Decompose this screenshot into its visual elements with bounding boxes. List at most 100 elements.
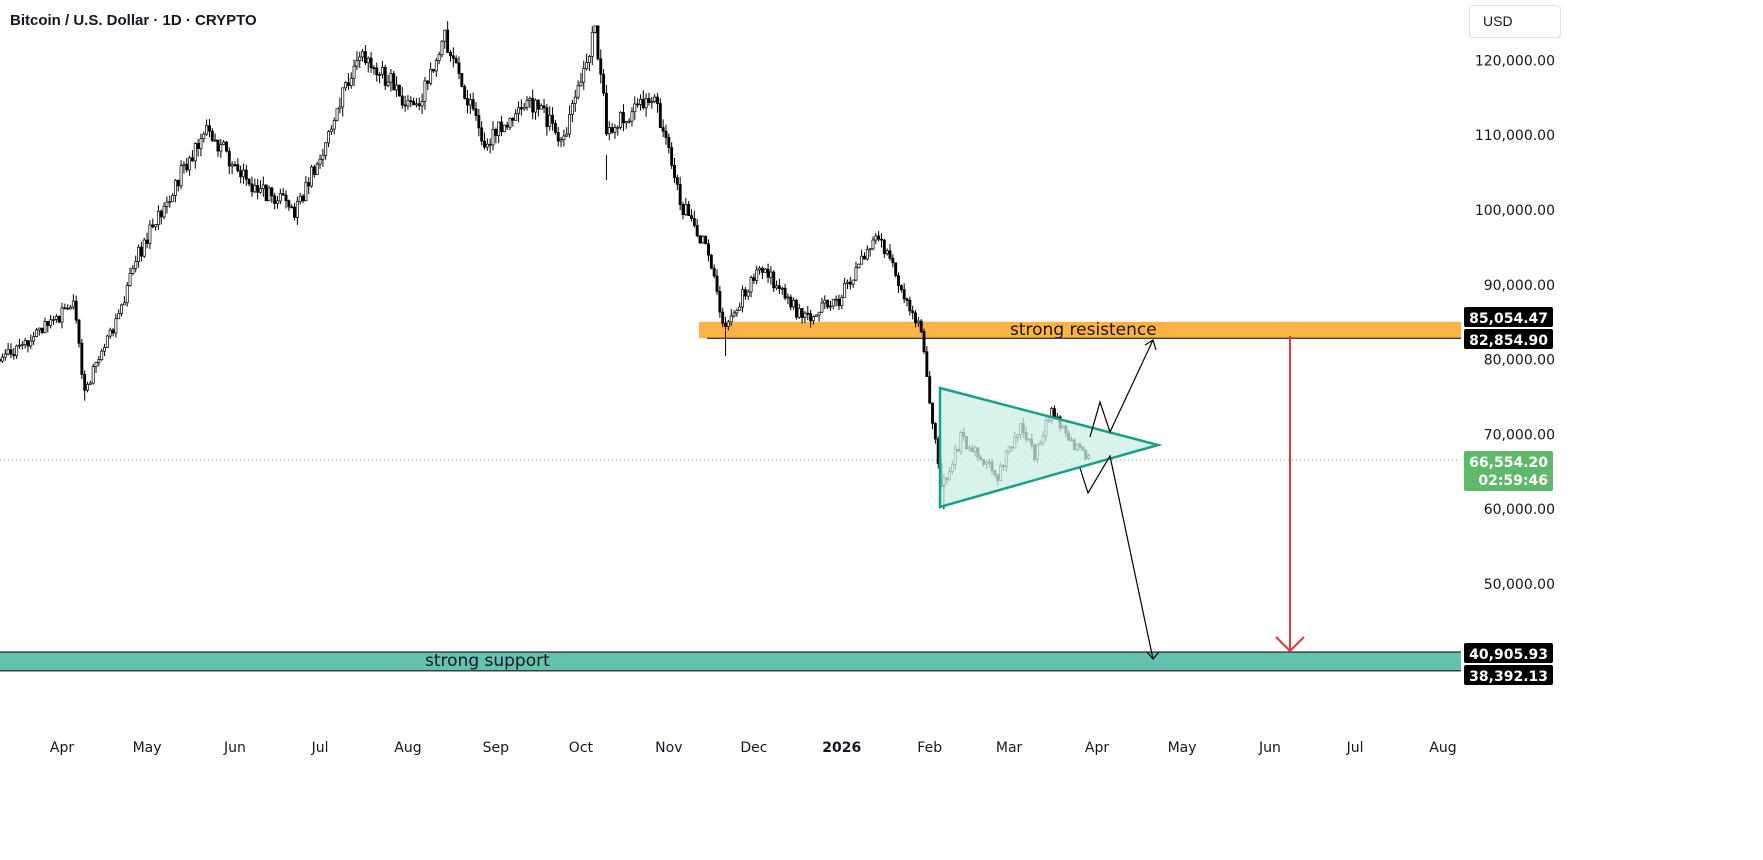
x-tick-label: Sep (483, 740, 510, 756)
candle-body (227, 150, 231, 167)
candle-body (392, 73, 396, 91)
candle-body (165, 201, 169, 207)
candle-body (576, 85, 580, 98)
candle-body (250, 183, 254, 193)
candle-body (783, 287, 787, 299)
candle-body (43, 321, 47, 333)
candle-body (466, 98, 469, 106)
candle-body (644, 98, 648, 109)
candle-body (6, 349, 10, 355)
candle-body (54, 316, 58, 320)
current-price-label (1464, 451, 1553, 491)
chart-title: Bitcoin / U.S. Dollar · 1D · CRYPTO (10, 12, 257, 29)
candle-body (185, 163, 189, 171)
symmetrical-triangle[interactable] (938, 386, 1163, 509)
candle-body (877, 235, 881, 240)
candle-body (182, 163, 186, 166)
candle-body (213, 139, 217, 142)
candle-body (168, 201, 172, 203)
candle-body (587, 56, 591, 63)
candle-body (891, 257, 895, 264)
candle-body (670, 147, 674, 166)
candle-body (454, 58, 458, 64)
candle-body (673, 165, 676, 178)
candle-body (692, 218, 696, 226)
bearish-projection-path[interactable] (1079, 454, 1154, 660)
candle-body (91, 366, 95, 384)
x-tick-label: Mar (996, 740, 1023, 756)
candle-body (468, 99, 472, 106)
candle-body (545, 107, 549, 127)
candle-body (295, 201, 299, 218)
candle-body (519, 107, 523, 110)
candle-body (667, 137, 671, 148)
candle-body (145, 239, 149, 244)
candle-body (457, 62, 461, 74)
candle-body (190, 157, 194, 162)
candle-body (763, 268, 767, 273)
candle-body (162, 206, 166, 218)
candle-body (327, 131, 330, 144)
candle-body (933, 423, 937, 440)
candle-body (664, 130, 668, 138)
candle-body (460, 73, 464, 87)
candle-body (242, 169, 245, 178)
candle-body (848, 281, 852, 285)
candle-body (800, 308, 804, 318)
candle-body (156, 210, 160, 225)
candle-body (210, 130, 214, 142)
candle-body (57, 316, 61, 323)
candle-body (483, 140, 486, 148)
candle-body (602, 73, 606, 94)
candle-body (409, 100, 413, 102)
candle-body (916, 320, 920, 324)
candle-body (307, 182, 311, 187)
candle-body (463, 86, 467, 99)
target-arrow-head (1275, 636, 1305, 653)
candle-body (446, 29, 450, 53)
bullish-projection-path[interactable] (1089, 339, 1154, 438)
candle-body (420, 101, 424, 107)
candle-body (403, 104, 407, 107)
y-tick-label: 80,000.00 (1484, 353, 1555, 369)
candle-body (735, 310, 739, 314)
candle-body (80, 342, 84, 375)
candle-body (656, 96, 659, 104)
candle-body (199, 138, 203, 149)
candle-body (678, 184, 682, 206)
candle-body (429, 69, 433, 84)
candle-body (851, 279, 855, 285)
candle-body (885, 250, 889, 255)
candle-body (724, 322, 727, 327)
resistance-zone[interactable] (699, 321, 1461, 339)
candle-body (259, 188, 262, 193)
candle-body (40, 327, 44, 333)
candle-body (826, 299, 830, 308)
currency-selector[interactable]: USD (1469, 5, 1561, 38)
candle-body (553, 122, 557, 133)
candle-body (225, 141, 228, 152)
candle-body (233, 164, 237, 167)
candle-body (636, 103, 640, 106)
candle-body (179, 165, 183, 187)
candle-body (551, 114, 555, 124)
candle-body (208, 125, 211, 132)
x-tick-label: 2026 (822, 740, 861, 756)
candle-body (491, 129, 495, 146)
candle-body (511, 117, 515, 121)
support-top-price-label (1464, 643, 1553, 663)
candle-body (480, 127, 484, 142)
candle-body (505, 124, 509, 128)
candle-body (415, 103, 418, 106)
candle-body (789, 296, 793, 308)
candle-body (809, 313, 813, 322)
candle-body (622, 112, 625, 124)
candle-body (854, 267, 858, 281)
candle-body (522, 106, 526, 110)
candle-body (704, 235, 708, 245)
candle-body (443, 29, 447, 42)
support-zone[interactable] (0, 652, 1461, 671)
candle-body (928, 376, 932, 404)
candle-body (304, 182, 308, 202)
